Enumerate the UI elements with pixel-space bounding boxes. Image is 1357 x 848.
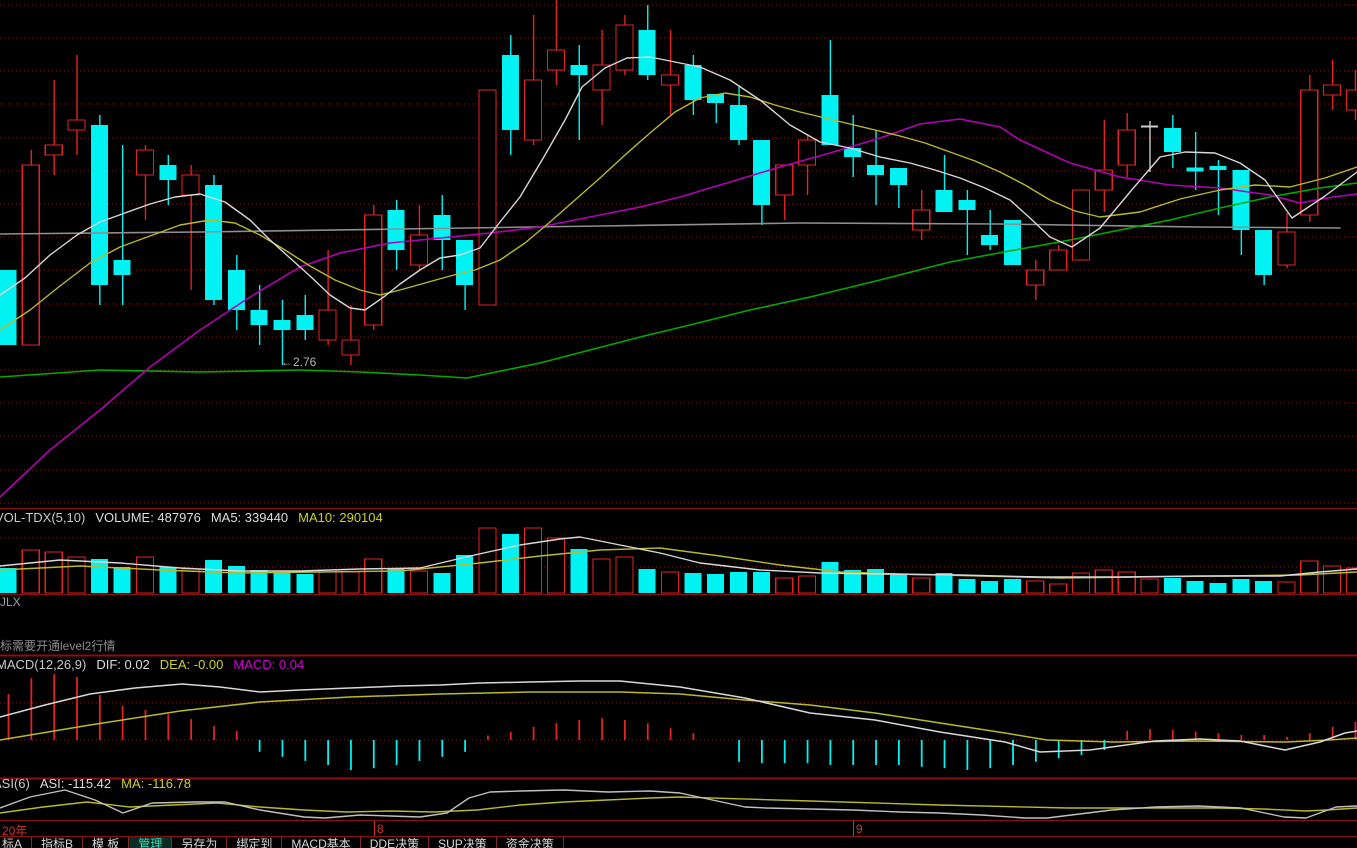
tab-1-标A[interactable]: 标A: [0, 837, 33, 848]
tab-9-SUP决策[interactable]: SUP决策: [429, 837, 497, 848]
vol-hdr-segment-0: VOL-TDX(5,10): [0, 510, 86, 525]
tab-4-管理[interactable]: 管理: [129, 837, 173, 848]
tab-8-DDE决策[interactable]: DDE决策: [361, 837, 430, 848]
macd-hdr-segment-3: MACD: 0.04: [233, 657, 305, 672]
tab-2-指标B[interactable]: 指标B: [32, 837, 84, 848]
asi-pane-header: ASI(6) ASI: -115.42 MA: -116.78: [0, 776, 201, 791]
volume-pane-header: VOL-TDX(5,10) VOLUME: 487976 MA5: 339440 MA…: [0, 510, 393, 525]
asi-hdr-segment-0: ASI(6): [0, 776, 30, 791]
tab-5-另存为[interactable]: 另存为: [172, 837, 228, 848]
tab-10-资金决策[interactable]: 资金决策: [497, 837, 564, 848]
axis-month-label-9: 9: [856, 822, 863, 836]
tab-7-MACD基本[interactable]: MACD基本: [282, 837, 361, 848]
axis-month-label-8: 8: [377, 822, 384, 836]
vol-hdr-segment-3: MA10: 290104: [298, 510, 383, 525]
price-marker: ←2.76: [281, 355, 317, 369]
indicator-tab-bar: 标A 指标B 模 板管理 另存为 绑定到 MACD基本 DDE决策 SUP决策 资金决策: [0, 837, 1357, 848]
level2-notice: 标需要开通level2行情: [0, 639, 116, 653]
sub-indicator-label: JLX: [0, 595, 21, 609]
macd-hdr-segment-1: DIF: 0.02: [96, 657, 150, 672]
vol-hdr-segment-1: VOLUME: 487976: [95, 510, 201, 525]
macd-hdr-segment-0: MACD(12,26,9): [0, 657, 87, 672]
tab-6-绑定到[interactable]: 绑定到: [227, 837, 283, 848]
tab-3-模 板[interactable]: 模 板: [83, 837, 130, 848]
macd-hdr-segment-2: DEA: -0.00: [159, 657, 224, 672]
axis-year-label: 20年: [2, 824, 28, 838]
asi-hdr-segment-2: MA: -116.78: [121, 776, 192, 791]
vol-hdr-segment-2: MA5: 339440: [210, 510, 289, 525]
macd-pane-header: MACD(12,26,9) DIF: 0.02 DEA: -0.00 MACD: 0.…: [0, 657, 314, 672]
asi-hdr-segment-1: ASI: -115.42: [39, 776, 112, 791]
